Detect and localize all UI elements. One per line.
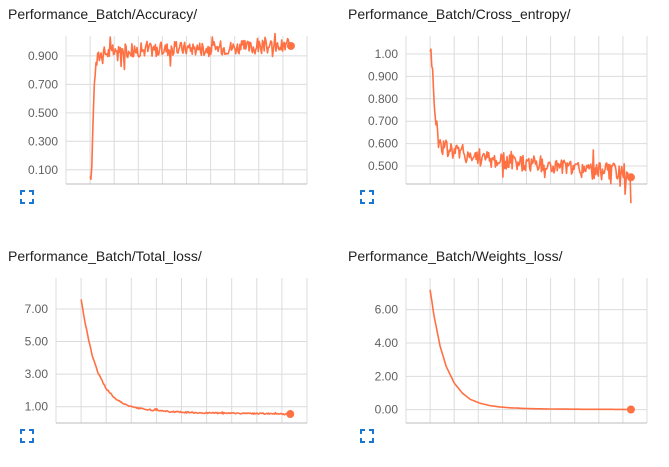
y-tick-label: 0.500 <box>28 106 58 120</box>
panel-total-loss: Performance_Batch/Total_loss/ 1.00 3.00 5.… <box>0 242 330 467</box>
fullscreen-icon-corner <box>20 190 25 195</box>
series-end-point[interactable] <box>626 405 635 414</box>
fullscreen-icon-corner <box>20 199 25 204</box>
y-tick-label: 0.900 <box>28 49 58 63</box>
fullscreen-icon-corner <box>29 199 34 204</box>
y-tick-label: 4.00 <box>375 336 399 350</box>
y-tick-label: 0.300 <box>28 134 58 148</box>
y-tick-label: 0.600 <box>368 137 398 151</box>
y-tick-label: 3.00 <box>25 367 49 381</box>
y-tick-label: 1.00 <box>375 47 399 61</box>
panel-weights-loss: Performance_Batch/Weights_loss/ 0.00 2.00… <box>340 242 669 467</box>
chart-cross-entropy: 0.500 0.600 0.700 0.800 0.900 1.00 <box>368 36 648 204</box>
fullscreen-icon-corner <box>29 438 34 443</box>
y-tick-label: 5.00 <box>25 335 49 349</box>
fullscreen-icon-corner <box>360 190 365 195</box>
expand-weights-loss-button[interactable] <box>360 429 374 443</box>
chart-title-accuracy: Performance_Batch/Accuracy/ <box>8 6 198 22</box>
chart-total-loss: 1.00 3.00 5.00 7.00 <box>25 278 308 424</box>
chart-title-cross-entropy: Performance_Batch/Cross_entropy/ <box>348 6 571 22</box>
y-tick-label: 0.900 <box>368 69 398 83</box>
series-line <box>80 299 291 417</box>
expand-total-loss-button[interactable] <box>20 429 34 443</box>
y-tick-label: 0.100 <box>28 163 58 177</box>
fullscreen-icon-corner <box>369 429 374 434</box>
fullscreen-icon-corner <box>360 429 365 434</box>
fullscreen-icon-corner <box>360 438 365 443</box>
y-tick-label: 0.700 <box>28 77 58 91</box>
fullscreen-icon-corner <box>369 190 374 195</box>
series-end-point[interactable] <box>286 410 295 419</box>
chart-accuracy: 0.100 0.300 0.500 0.700 0.900 <box>28 32 308 185</box>
fullscreen-icon-corner <box>29 429 34 434</box>
series-line <box>429 48 632 204</box>
y-tick-label: 6.00 <box>375 303 399 317</box>
series-end-point[interactable] <box>286 41 295 50</box>
panel-cross-entropy: Performance_Batch/Cross_entropy/ 0.500 0.… <box>340 0 669 225</box>
fullscreen-icon-corner <box>20 438 25 443</box>
series-end-point[interactable] <box>626 173 635 182</box>
fullscreen-icon-corner <box>369 199 374 204</box>
fullscreen-icon-corner <box>369 438 374 443</box>
chart-weights-loss: 0.00 2.00 4.00 6.00 <box>375 278 648 424</box>
y-tick-label: 0.00 <box>375 403 399 417</box>
fullscreen-icon <box>20 190 34 204</box>
series-line <box>429 289 631 411</box>
chart-title-weights-loss: Performance_Batch/Weights_loss/ <box>348 248 563 264</box>
expand-accuracy-button[interactable] <box>20 190 34 204</box>
panel-accuracy: Performance_Batch/Accuracy/ 0.100 0.300 0.… <box>0 0 330 225</box>
fullscreen-icon <box>20 429 34 443</box>
chart-title-total-loss: Performance_Batch/Total_loss/ <box>8 248 202 264</box>
expand-cross-entropy-button[interactable] <box>360 190 374 204</box>
y-tick-label: 1.00 <box>25 400 49 414</box>
y-tick-label: 0.500 <box>368 159 398 173</box>
y-tick-label: 0.800 <box>368 92 398 106</box>
y-tick-label: 0.700 <box>368 114 398 128</box>
y-tick-label: 2.00 <box>375 369 399 383</box>
fullscreen-icon <box>360 190 374 204</box>
y-tick-label: 7.00 <box>25 302 49 316</box>
fullscreen-icon <box>360 429 374 443</box>
series-line <box>89 32 292 180</box>
fullscreen-icon-corner <box>29 190 34 195</box>
fullscreen-icon-corner <box>20 429 25 434</box>
fullscreen-icon-corner <box>360 199 365 204</box>
